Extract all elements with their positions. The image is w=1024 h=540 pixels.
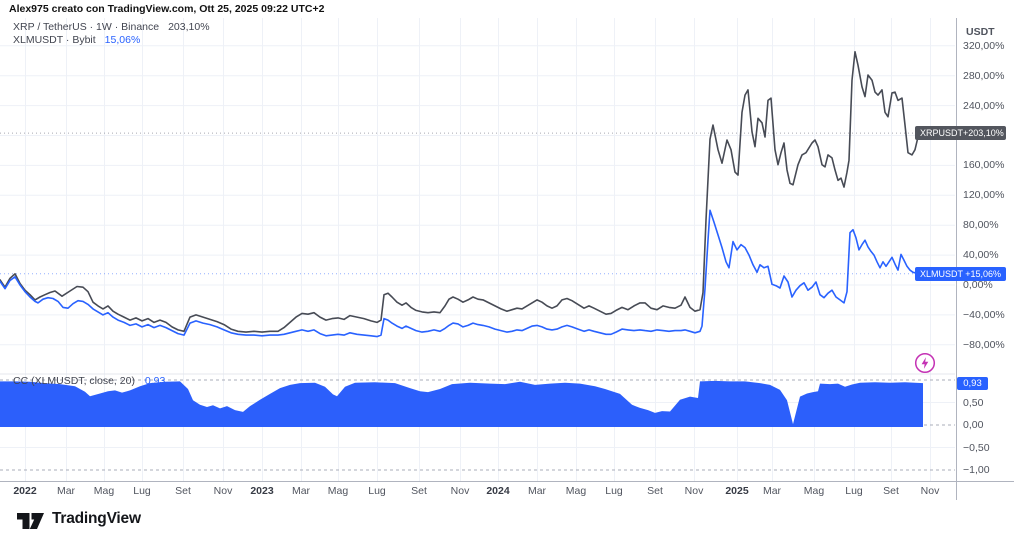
price-tick-label: 120,00% [963,189,1005,202]
time-tick-label: Mag [565,485,587,497]
time-tick-label: 2022 [13,485,37,497]
price-tick-label: 160,00% [963,159,1005,172]
xrp-badge-symbol: XRPUSDT [920,128,964,139]
time-tick-label: Nov [684,485,704,497]
time-tick-label: Mar [291,485,311,497]
cc-tick-label: 0,50 [963,396,984,409]
time-tick-label: Set [411,485,427,497]
time-tick-label: Mag [327,485,349,497]
time-tick-label: Mar [762,485,782,497]
flash-icon[interactable] [914,352,936,374]
xlm-last-price-badge: XLMUSDT +15,06% [915,266,1006,281]
price-tick-label: 240,00% [963,99,1005,112]
time-tick-label: Mar [527,485,547,497]
time-tick-label: Set [647,485,663,497]
axis-border-lines [0,18,1014,500]
price-axis-unit: USDT [966,26,995,38]
legend-xlm-label: XLMUSDT · Bybit [13,34,96,46]
xrp-badge-value: +203,10% [963,128,1004,139]
tradingview-logo[interactable]: TradingView [16,510,141,528]
time-tick-label: Lug [845,485,863,497]
cc-tick-label: −0,50 [963,441,990,454]
time-tick-label: Mag [803,485,825,497]
tradingview-logo-text: TradingView [52,510,141,527]
time-tick-label: Mag [93,485,115,497]
price-tick-label: 40,00% [963,249,999,262]
legend-row-xlm: XLMUSDT · Bybit 15,06% [13,34,140,46]
time-tick-label: Set [883,485,899,497]
legend-xlm-change: 15,06% [104,34,141,46]
time-tick-label: Lug [133,485,151,497]
time-tick-label: Lug [605,485,623,497]
time-tick-label: Lug [368,485,386,497]
legend-row-xrp: XRP / TetherUS · 1W · Binance 203,10% [13,21,210,33]
cc-tick-label: 0,00 [963,419,984,431]
time-tick-label: Nov [450,485,470,497]
time-tick-label: 2024 [486,485,510,497]
indicator-name: CC (XLMUSDT, close, 20) [13,375,135,387]
legend-xrp-label: XRP / TetherUS · 1W · Binance [13,21,160,33]
time-tick-label: 2025 [725,485,749,497]
price-tick-label: −40,00% [963,308,1005,321]
xrp-last-price-badge: XRPUSDT +203,10% [915,126,1006,141]
time-tick-label: Nov [213,485,233,497]
cc-value-badge: 0,93 [957,376,988,390]
tradingview-logo-mark [17,513,44,529]
snapshot-title: Alex975 creato con TradingView.com, Ott … [9,3,325,15]
price-tick-label: −80,00% [963,338,1005,351]
time-tick-label: Nov [920,485,940,497]
cc-area-fill [0,380,923,427]
time-tick-label: Set [175,485,191,497]
price-tick-label: 0,00% [963,279,993,291]
cc-tick-label: −1,00 [963,464,990,476]
indicator-value: 0,93 [144,375,166,387]
price-tick-label: 280,00% [963,69,1005,82]
time-tick-label: Mar [56,485,76,497]
xlm-badge-symbol: XLMUSDT [920,268,964,279]
price-tick-label: 80,00% [963,219,999,232]
cc-badge-value: 0,93 [963,377,982,389]
xlm-badge-value: +15,06% [965,268,1001,279]
legend-xrp-change: 203,10% [168,21,210,33]
time-tick-label: 2023 [250,485,274,497]
price-series-lines [0,51,921,338]
price-tick-label: 320,00% [963,39,1005,52]
indicator-label: CC (XLMUSDT, close, 20) 0,93 [13,375,165,387]
